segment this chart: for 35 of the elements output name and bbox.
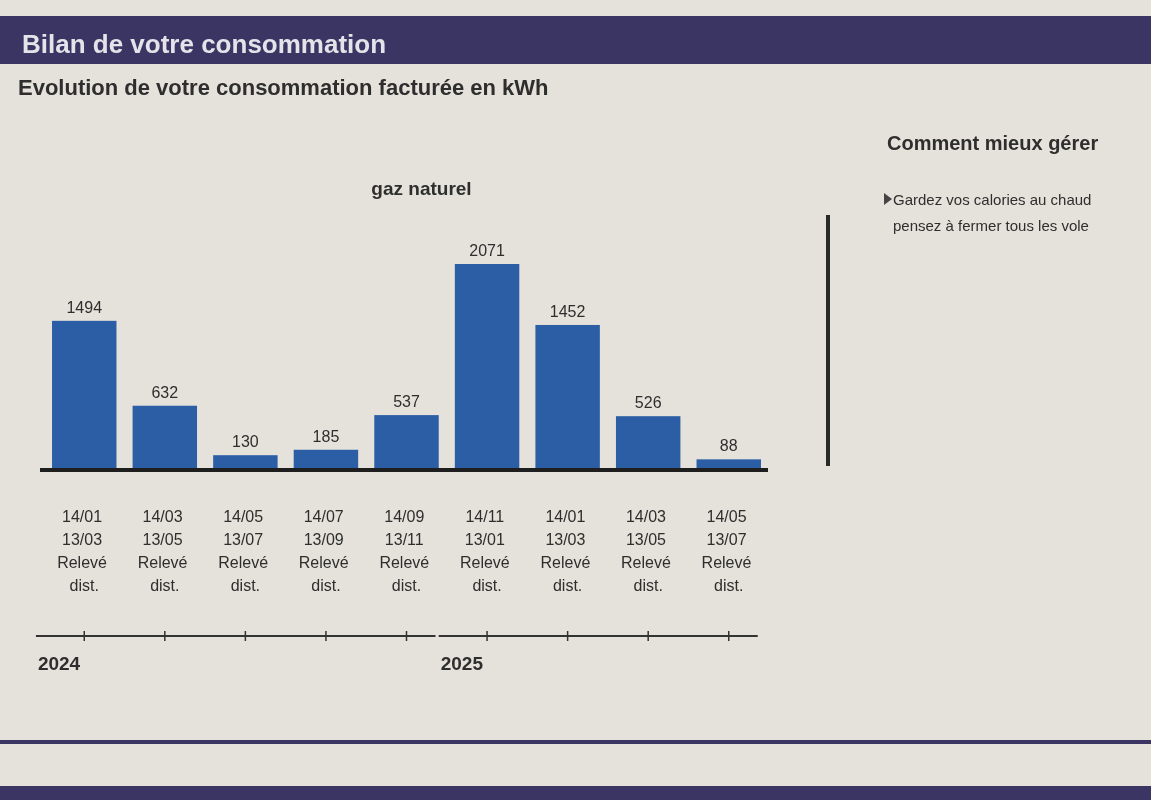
bar [696,459,761,468]
x-tick-label: 14/09 13/11 Relevé dist. [379,508,434,594]
chart-title: Evolution de votre consommation facturée en kWh [18,75,549,100]
x-tick-label: 14/07 13/09 Relevé dist. [298,508,354,594]
x-tick-label: 14/11 13/01 Relevé dist. [459,508,515,594]
bar [454,264,520,468]
bar [293,449,359,468]
x-tick-label: 14/01 13/03 Relevé dist. [57,508,112,594]
bar [52,320,117,468]
chart-subtitle: gaz naturel [371,178,472,199]
x-tick-label: 14/03 13/05 Relevé dist. [621,508,676,594]
text: pensez à fermer tous les vole [893,217,1089,234]
bar [535,324,600,468]
bar [132,405,198,468]
x-tick-label: 14/05 13/07 Relevé dist. [218,508,273,594]
bar [213,455,278,468]
data-label: 130 [232,433,259,451]
text: 2025 [440,653,484,674]
x-tick-label: 14/05 13/07 Relevé dist. [701,508,756,594]
bar [374,415,439,468]
data-label: 185 [312,427,340,445]
data-label: 526 [634,394,662,412]
data-label: 2071 [469,242,505,259]
data-label: 537 [393,393,420,411]
x-tick-label: 14/03 13/05 Relevé dist. [137,508,192,594]
data-label: 1452 [549,302,586,320]
x-tick-label: 14/01 13/03 Relevé dist. [540,508,595,594]
data-label: 1494 [66,298,103,316]
text: Comment mieux gérer [887,132,1099,154]
bar [615,416,681,468]
data-label: 88 [719,437,738,455]
text: Bilan de votre consommation [22,29,387,59]
text: Gardez vos calories au chaud [893,191,1092,208]
data-label: 632 [151,383,179,401]
text: 2024 [37,653,81,674]
